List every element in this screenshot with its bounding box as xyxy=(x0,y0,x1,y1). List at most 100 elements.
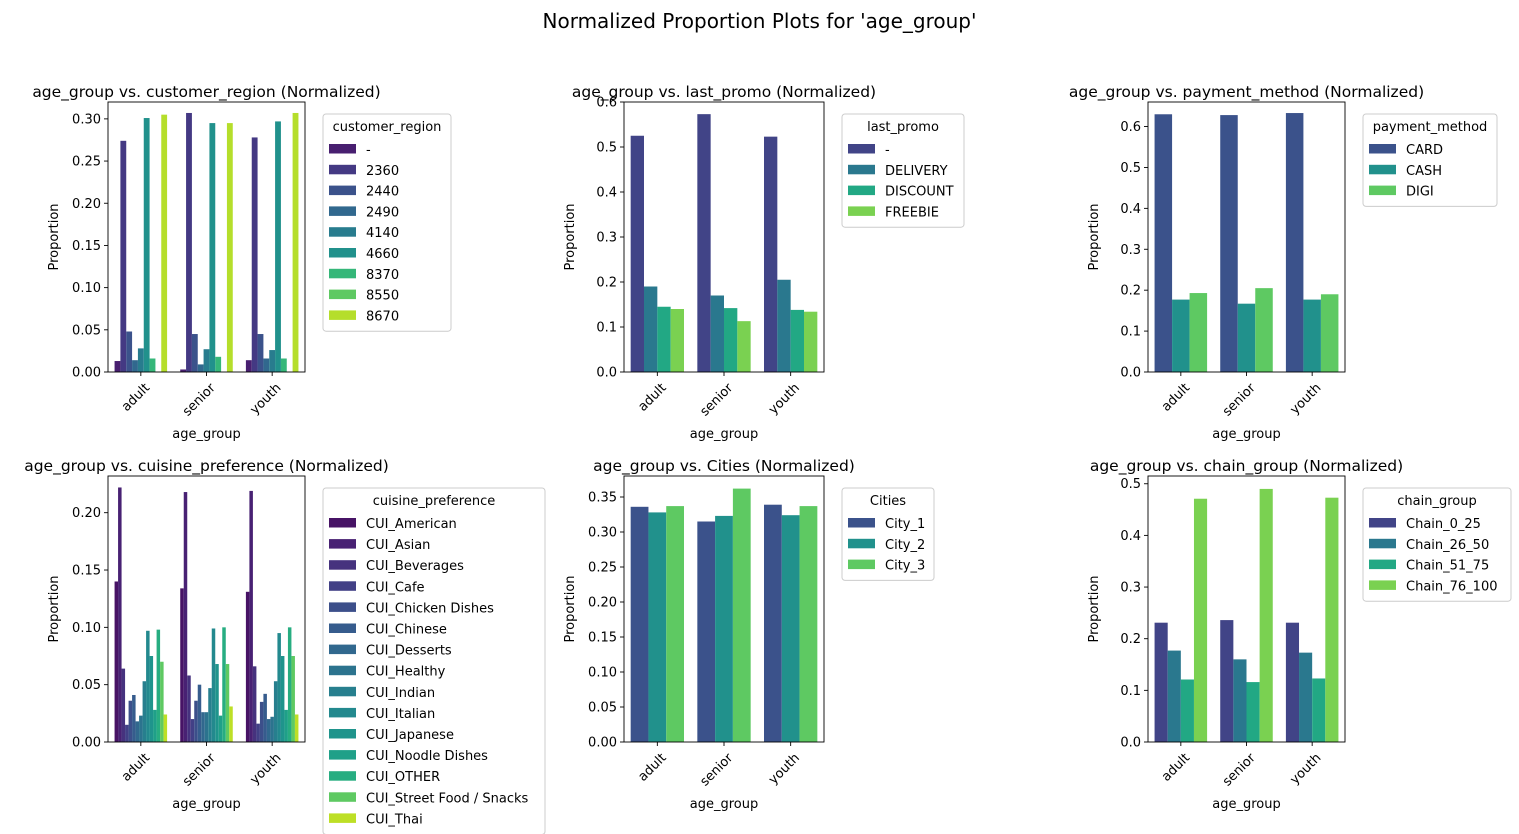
legend-label: CUI_Chicken Dishes xyxy=(366,601,494,616)
y-tick-label: 0.00 xyxy=(72,736,101,751)
legend-swatch xyxy=(1369,559,1396,570)
bar xyxy=(1299,652,1313,742)
bar xyxy=(121,668,126,742)
legend-swatch xyxy=(329,185,356,196)
y-tick-label: 0.6 xyxy=(1120,120,1141,135)
bar xyxy=(737,321,751,372)
bar xyxy=(1220,115,1238,372)
legend-box xyxy=(841,113,965,228)
legend-title: chain_group xyxy=(1397,494,1476,509)
y-axis-label: Proportion xyxy=(47,575,62,642)
legend-swatch xyxy=(329,518,356,528)
legend-label: FREEBIE xyxy=(885,205,939,220)
legend-label: City_1 xyxy=(885,517,925,532)
y-tick-label: 0.20 xyxy=(72,197,101,212)
bar xyxy=(294,714,299,742)
y-tick-label: 0.2 xyxy=(1120,284,1141,299)
y-tick-label: 0.30 xyxy=(588,526,617,541)
legend-swatch xyxy=(329,581,356,591)
y-tick-label: 0.15 xyxy=(72,239,101,254)
legend-label: DISCOUNT xyxy=(885,185,954,200)
bar xyxy=(218,715,223,742)
bar xyxy=(715,515,733,742)
bar xyxy=(211,628,216,742)
legend-swatch xyxy=(1369,164,1396,175)
bar xyxy=(666,506,684,742)
bar xyxy=(225,664,230,742)
bar xyxy=(764,504,782,742)
y-tick-label: 0.4 xyxy=(1120,202,1141,217)
legend-label: 4660 xyxy=(366,247,399,262)
y-tick-label: 0.6 xyxy=(596,96,617,111)
legend-label: DIGI xyxy=(1406,185,1434,200)
y-tick-label: 0.35 xyxy=(588,491,617,506)
legend-swatch xyxy=(329,644,356,655)
legend-label: CUI_Desserts xyxy=(366,644,452,659)
legend-swatch xyxy=(329,623,356,633)
figure-title: Normalized Proportion Plots for 'age_gro… xyxy=(543,9,977,33)
bar xyxy=(263,693,267,742)
bar xyxy=(118,487,122,742)
legend: cuisine_preference CUI_American CUI_Asian C… xyxy=(322,487,546,834)
legend-box xyxy=(1362,113,1498,207)
bar xyxy=(263,358,270,372)
legend: last_promo - DELIVERY DISCOUNT FREEBIE xyxy=(841,113,965,228)
bar xyxy=(194,700,198,742)
bar xyxy=(657,306,671,372)
bar xyxy=(226,123,233,372)
bar xyxy=(1193,498,1208,742)
legend-label: CUI_OTHER xyxy=(366,770,440,785)
y-tick-label: 0.0 xyxy=(1120,366,1141,381)
y-tick-label: 0.05 xyxy=(72,678,101,693)
legend-label: CUI_Street Food / Snacks xyxy=(366,791,529,806)
x-axis-label: age_group xyxy=(1212,797,1280,812)
bar xyxy=(1154,622,1168,742)
bar xyxy=(284,709,288,742)
legend-swatch xyxy=(848,164,875,175)
y-tick-label: 0.1 xyxy=(1120,684,1141,699)
y-tick-label: 0.25 xyxy=(588,561,617,576)
bar xyxy=(266,719,271,742)
bar xyxy=(1285,113,1304,373)
bar xyxy=(697,114,711,373)
bar xyxy=(275,121,281,372)
x-axis-label: age_group xyxy=(172,797,240,812)
legend-title: last_promo xyxy=(867,120,939,135)
legend-swatch xyxy=(329,227,356,237)
legend-swatch xyxy=(329,665,356,676)
bar xyxy=(114,581,119,742)
bar xyxy=(630,506,649,742)
legend-swatch xyxy=(329,144,356,154)
bar xyxy=(149,358,156,372)
legend-label: 2490 xyxy=(366,205,399,220)
bar xyxy=(732,488,751,742)
y-axis-label: Proportion xyxy=(563,203,578,270)
legend-box xyxy=(841,487,935,581)
y-tick-label: 0.00 xyxy=(588,736,617,751)
legend-label: CUI_Thai xyxy=(366,812,423,827)
y-tick-label: 0.0 xyxy=(1120,736,1141,751)
legend-swatch xyxy=(329,750,356,760)
bar xyxy=(764,136,778,372)
bar xyxy=(1154,114,1173,373)
bar xyxy=(280,358,287,372)
subplot-title: age_group vs. Cities (Normalized) xyxy=(593,457,855,476)
legend-label: 8670 xyxy=(366,309,399,324)
legend-box xyxy=(322,487,546,834)
legend-swatch xyxy=(1369,538,1396,549)
legend-label: 4140 xyxy=(366,226,399,241)
bar xyxy=(153,709,157,742)
bar xyxy=(137,348,144,373)
bar xyxy=(1325,497,1339,742)
bar xyxy=(125,724,129,742)
bar xyxy=(269,350,276,372)
bar xyxy=(201,712,205,742)
y-tick-label: 0.5 xyxy=(1120,477,1141,492)
y-axis-label: Proportion xyxy=(47,203,62,270)
y-tick-label: 0.25 xyxy=(72,155,101,170)
bar xyxy=(1285,622,1300,742)
legend-title: Cities xyxy=(870,494,906,509)
bar xyxy=(291,656,295,742)
